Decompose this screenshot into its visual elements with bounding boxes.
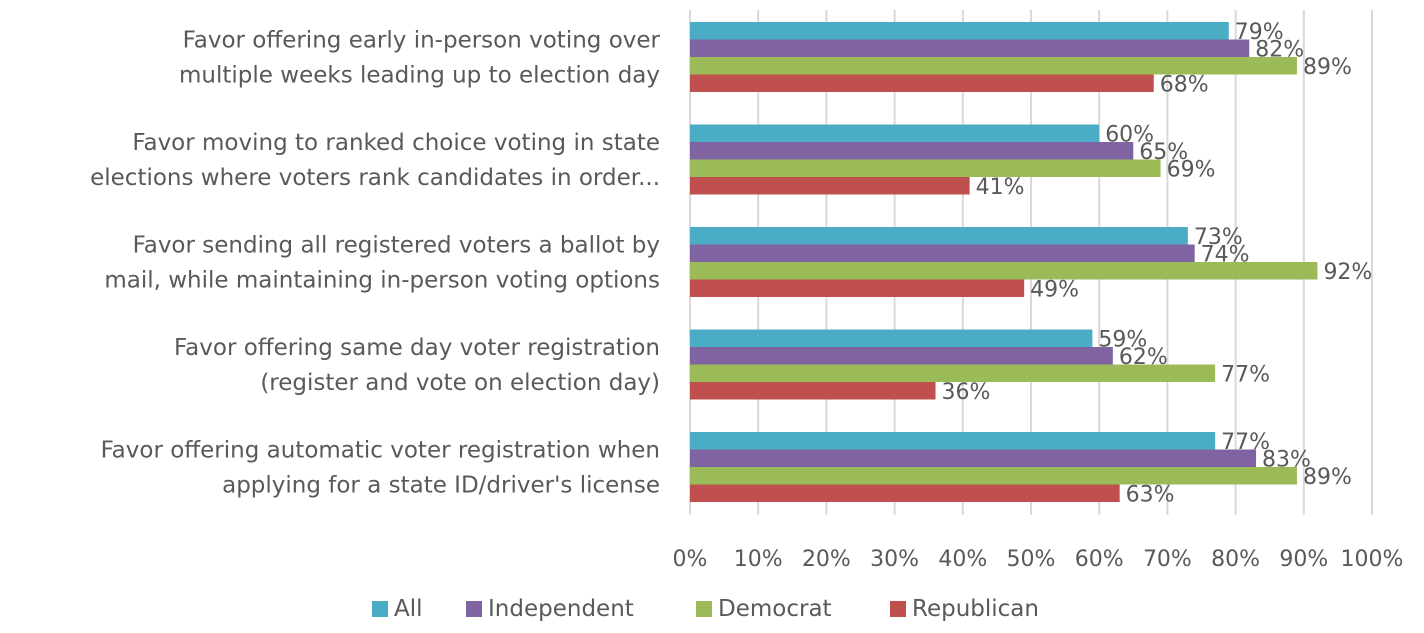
legend-label: All <box>394 596 423 622</box>
x-tick-label: 60% <box>1075 547 1124 572</box>
data-label: 60% <box>1105 122 1154 147</box>
legend-swatch <box>372 601 388 617</box>
x-tick-label: 70% <box>1143 547 1192 572</box>
bar-democrat <box>690 262 1318 280</box>
x-tick-label: 50% <box>1007 547 1056 572</box>
x-tick-label: 90% <box>1279 547 1328 572</box>
data-label: 59% <box>1098 327 1147 352</box>
data-label: 89% <box>1303 465 1352 490</box>
x-tick-label: 10% <box>734 547 783 572</box>
data-label: 73% <box>1194 225 1243 250</box>
data-label: 83% <box>1262 447 1311 472</box>
bar-independent <box>690 142 1134 160</box>
x-tick-label: 30% <box>870 547 919 572</box>
data-label: 79% <box>1235 20 1284 45</box>
category-label: Favor offering automatic voter registrat… <box>101 438 660 464</box>
category-label: (register and vote on election day) <box>260 370 660 396</box>
data-label: 74% <box>1201 242 1250 267</box>
data-label: 92% <box>1323 260 1372 285</box>
category-label: elections where voters rank candidates i… <box>90 165 660 191</box>
bar-democrat <box>690 57 1297 75</box>
category-label: Favor moving to ranked choice voting in … <box>132 130 660 156</box>
data-label: 68% <box>1160 72 1209 97</box>
bar-all <box>690 329 1093 347</box>
legend-label: Democrat <box>718 596 832 622</box>
bar-republican <box>690 279 1025 297</box>
bar-republican <box>690 177 970 195</box>
bar-all <box>690 124 1100 142</box>
x-tick-label: 0% <box>673 547 708 572</box>
bars <box>690 22 1318 502</box>
x-axis-ticks: 0% 10% 20% 30% 40% 50% 60% 70% 80% 90% 100% <box>673 547 1404 572</box>
bar-democrat <box>690 364 1216 382</box>
bar-republican <box>690 74 1154 92</box>
category-label: multiple weeks leading up to election da… <box>179 63 660 89</box>
bar-democrat <box>690 159 1161 177</box>
category-label: applying for a state ID/driver's license <box>222 473 660 499</box>
data-label: 89% <box>1303 55 1352 80</box>
data-label: 49% <box>1030 277 1079 302</box>
x-tick-label: 40% <box>938 547 987 572</box>
data-label: 69% <box>1167 157 1216 182</box>
bar-republican <box>690 484 1120 502</box>
legend-label: Republican <box>912 596 1039 622</box>
category-labels: Favor offering early in-person voting ov… <box>90 28 660 499</box>
category-label: Favor offering early in-person voting ov… <box>183 28 661 54</box>
bar-democrat <box>690 467 1297 485</box>
x-tick-label: 100% <box>1341 547 1404 572</box>
legend-swatch <box>890 601 906 617</box>
legend-swatch <box>466 601 482 617</box>
data-label: 36% <box>942 380 991 405</box>
data-label: 41% <box>976 175 1025 200</box>
data-label: 82% <box>1255 37 1304 62</box>
bar-all <box>690 22 1229 40</box>
data-label: 77% <box>1221 362 1270 387</box>
data-label: 77% <box>1221 430 1270 455</box>
category-label: Favor offering same day voter registrati… <box>174 335 660 361</box>
legend-label: Independent <box>488 596 634 622</box>
bar-independent <box>690 347 1113 365</box>
x-tick-label: 80% <box>1211 547 1260 572</box>
bar-all <box>690 227 1188 245</box>
bar-independent <box>690 244 1195 262</box>
x-tick-label: 20% <box>802 547 851 572</box>
bar-republican <box>690 382 936 400</box>
data-labels: 79%82%89%68%60%65%69%41%73%74%92%49%59%6… <box>942 20 1373 508</box>
category-label: mail, while maintaining in-person voting… <box>104 268 660 294</box>
category-label: Favor sending all registered voters a ba… <box>133 233 660 259</box>
data-label: 62% <box>1119 345 1168 370</box>
data-label: 63% <box>1126 482 1175 507</box>
legend-swatch <box>696 601 712 617</box>
bar-independent <box>690 39 1250 57</box>
legend: All Independent Democrat Republican <box>372 596 1039 622</box>
bar-independent <box>690 449 1257 467</box>
bar-all <box>690 432 1216 450</box>
data-label: 65% <box>1139 140 1188 165</box>
